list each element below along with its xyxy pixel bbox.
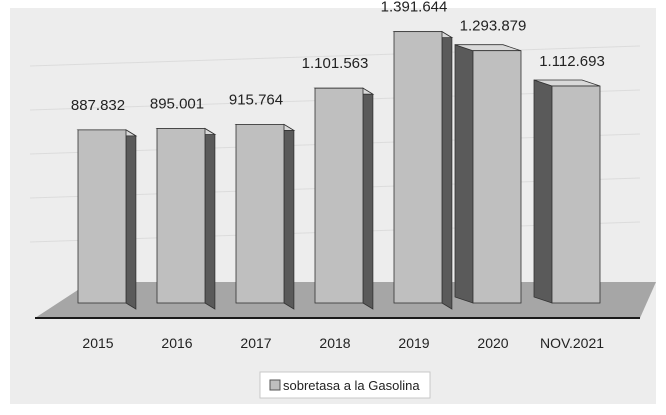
category-label: NOV.2021	[540, 335, 604, 351]
value-label: 915.764	[229, 91, 283, 108]
legend: sobretasa a la Gasolina	[259, 371, 431, 399]
category-label: 2016	[161, 335, 192, 351]
bar-front-face	[156, 128, 206, 304]
bar-2015	[76, 129, 138, 310]
bar-front-face	[314, 87, 364, 304]
bars	[76, 30, 601, 310]
bar-2019	[392, 30, 454, 310]
bar-side-face	[454, 44, 474, 304]
bar-front-face	[393, 31, 443, 304]
bar-side-face	[533, 79, 553, 304]
value-label: 895.001	[150, 95, 204, 112]
category-label: 2020	[477, 335, 508, 351]
bar-front-face	[472, 50, 522, 304]
category-labels: 2015 2016 2017 2018 2019 2020 NOV.2021	[82, 335, 604, 351]
bar-front-face	[235, 124, 285, 304]
category-label: 2019	[398, 335, 429, 351]
legend-swatch	[269, 379, 281, 391]
bar-side-face	[362, 87, 374, 310]
grid-line	[29, 45, 641, 67]
value-label: 1.293.879	[460, 18, 527, 35]
legend-label: sobretasa a la Gasolina	[283, 378, 420, 393]
category-label: 2017	[240, 335, 271, 351]
bar-2018	[313, 87, 375, 310]
bar-front-face	[551, 85, 601, 304]
bar-2017	[234, 123, 296, 310]
bar-front-face	[77, 129, 127, 304]
category-label: 2018	[319, 335, 350, 351]
bar-2020	[454, 44, 522, 304]
bar-side-face	[204, 127, 216, 310]
bar-2016	[155, 127, 217, 310]
value-labels: 887.832 895.001 915.764 1.101.563 1.391.644 1…	[71, 0, 605, 114]
value-label: 1.391.644	[381, 0, 448, 16]
value-label: 1.112.693	[539, 53, 605, 70]
category-label: 2015	[82, 335, 113, 351]
bar-side-face	[125, 129, 137, 310]
value-label: 1.101.563	[302, 55, 369, 72]
legend-box	[259, 371, 431, 399]
bar-side-face	[441, 30, 453, 310]
bar-side-face	[283, 123, 295, 310]
value-label: 887.832	[71, 97, 125, 114]
bar-nov-2021	[533, 79, 601, 304]
